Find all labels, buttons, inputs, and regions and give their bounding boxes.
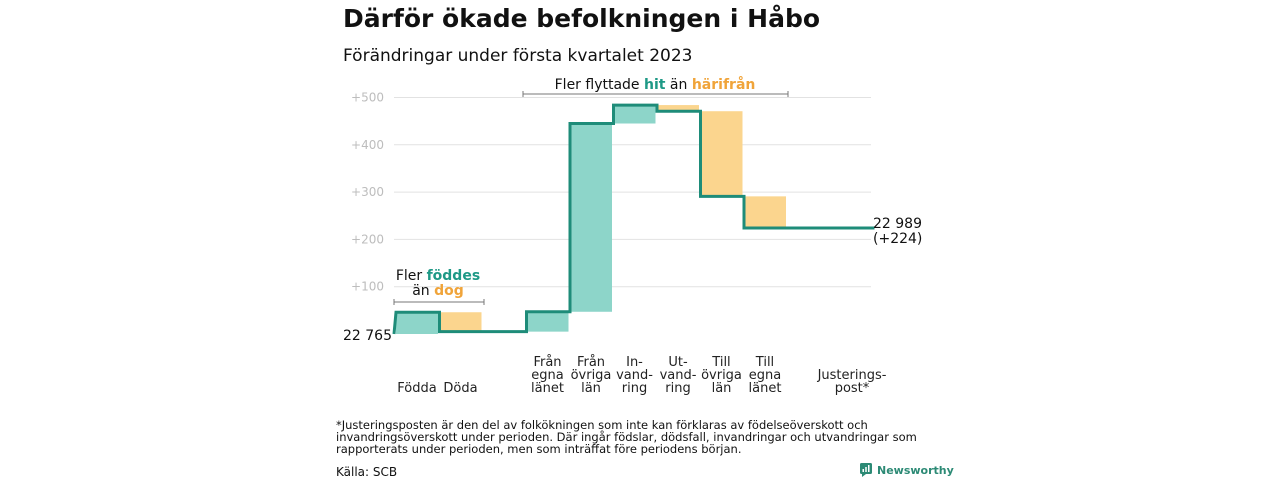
waterfall-bar — [613, 105, 656, 124]
end-change-label: (+224) — [873, 231, 922, 247]
svg-text:Fler föddes: Fler föddes — [396, 268, 480, 284]
category-label: länet — [531, 381, 564, 396]
y-tick-label: +400 — [351, 138, 384, 152]
category-label: Till — [755, 355, 774, 370]
category-label: övriga — [571, 368, 612, 383]
annotation-migration-mid: än — [665, 77, 691, 93]
waterfall-bar — [570, 123, 612, 312]
annotation-migration-pre: Fler flyttade — [555, 77, 644, 93]
waterfall-chart: +100+200+300+400+500 Födda DödaFrånegnalä… — [343, 76, 922, 396]
category-label: övriga — [701, 368, 742, 383]
waterfall-bar — [700, 111, 743, 197]
category-label: länet — [749, 381, 782, 396]
chart-title: Därför ökade befolkningen i Håbo — [343, 4, 821, 33]
category-label: vand- — [660, 368, 697, 383]
annotation-deaths-pre: än — [412, 283, 434, 299]
category-label: Från — [533, 355, 561, 370]
category-label: län — [712, 381, 732, 396]
y-tick-label: +100 — [351, 280, 384, 294]
brand-logo: Newsworthy — [860, 463, 954, 477]
waterfall-bar — [396, 312, 438, 334]
category-label: In- — [626, 355, 643, 370]
category-label: län — [581, 381, 601, 396]
y-tick-label: +500 — [351, 91, 384, 105]
waterfall-bar — [657, 105, 699, 112]
cumulative-step-line — [392, 103, 875, 335]
waterfall-bar — [526, 311, 569, 332]
category-label: Justerings- — [817, 368, 887, 383]
category-label: Från — [577, 355, 605, 370]
category-labels: Födda DödaFrånegnalänetFrånövrigalänIn-va… — [397, 355, 886, 396]
category-label: Döda — [443, 381, 477, 396]
category-label: egna — [531, 368, 563, 383]
end-value-label: 22 989 — [873, 216, 922, 232]
category-label: Födda — [397, 381, 436, 396]
gridlines: +100 +200 +300 +400 +500 — [351, 91, 871, 294]
category-label: Ut- — [668, 355, 688, 370]
bars — [396, 105, 786, 334]
annotation-births-highlight: föddes — [427, 268, 481, 284]
brand-name: Newsworthy — [877, 463, 954, 477]
waterfall-bar — [439, 312, 482, 332]
base-value-label: 22 765 — [343, 328, 392, 344]
category-label: egna — [749, 368, 781, 383]
category-label: vand- — [616, 368, 653, 383]
category-label: ring — [665, 381, 690, 396]
source-label: Källa: SCB — [336, 465, 398, 479]
annotation-births-deaths: Fler föddes än dog — [393, 268, 485, 305]
svg-text:Fler flyttade hit än härifrån: Fler flyttade hit än härifrån — [555, 76, 756, 93]
category-label: ring — [622, 381, 647, 396]
y-tick-label: +200 — [351, 232, 384, 246]
category-label: Till — [711, 355, 730, 370]
category-label: post* — [835, 381, 870, 396]
annotation-migration-highlight-in: hit — [644, 77, 666, 93]
svg-text:än dog: än dog — [412, 283, 464, 299]
annotation-deaths-highlight: dog — [434, 283, 464, 299]
newsworthy-logo-icon — [860, 463, 872, 477]
chart-subtitle: Förändringar under första kvartalet 2023 — [343, 46, 693, 66]
annotation-migration-highlight-out: härifrån — [692, 76, 756, 93]
footnote: *Justeringsposten är den del av folkökni… — [336, 418, 917, 456]
annotation-migration: Fler flyttade hit än härifrån — [522, 76, 789, 97]
annotation-births-pre: Fler — [396, 268, 427, 284]
y-tick-label: +300 — [351, 185, 384, 199]
waterfall-bar — [744, 196, 786, 229]
